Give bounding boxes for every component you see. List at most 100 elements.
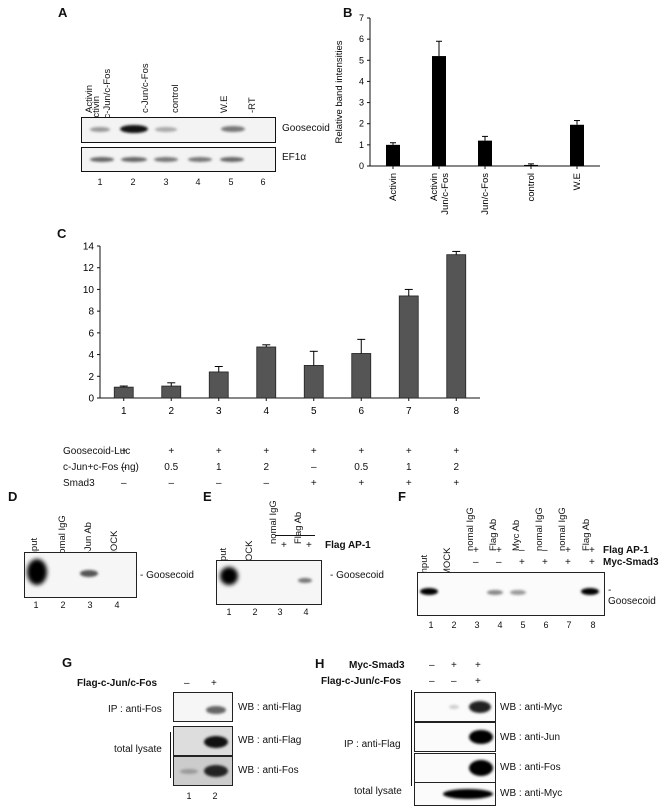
lane-number: 6 bbox=[543, 620, 549, 630]
treatment-cell: + bbox=[565, 557, 571, 568]
condition-cell: + bbox=[310, 478, 317, 489]
condition-cell: + bbox=[168, 446, 175, 457]
condition-cell: – bbox=[168, 478, 175, 489]
lane-number: 3 bbox=[277, 607, 283, 617]
band bbox=[27, 559, 47, 585]
condition-cell: – bbox=[120, 478, 127, 489]
band bbox=[221, 126, 245, 132]
wb-label: WB : anti-Fos bbox=[500, 762, 561, 773]
x-tick-label: 5 bbox=[311, 406, 317, 417]
condition-cell: – bbox=[120, 462, 127, 473]
lane-number: 5 bbox=[228, 177, 234, 187]
lysate-label: total lysate bbox=[354, 786, 402, 797]
ip-label: IP : anti-Fos bbox=[108, 704, 162, 715]
x-tick-label-line: Activin bbox=[388, 173, 399, 201]
wb-label: WB : anti-Flag bbox=[238, 702, 302, 713]
bar bbox=[446, 254, 467, 399]
bracket-line bbox=[275, 535, 315, 536]
band bbox=[120, 125, 148, 133]
band bbox=[206, 706, 226, 714]
band-label: - Goosecoid bbox=[330, 570, 384, 581]
row-label-flag-jun-fos: Flag-c-Jun/c-Fos bbox=[321, 676, 402, 687]
treatment-cell: – bbox=[496, 557, 502, 568]
condition-cell: + bbox=[453, 478, 460, 489]
lane-number: 6 bbox=[260, 177, 266, 187]
wb-label: WB : anti-Jun bbox=[500, 732, 561, 743]
condition-cell: 1 bbox=[215, 462, 222, 473]
gel-f bbox=[417, 572, 605, 616]
y-tick-label: 12 bbox=[83, 263, 95, 274]
blot-g-1 bbox=[173, 692, 233, 722]
lane-number: 4 bbox=[114, 600, 120, 610]
condition-cell: + bbox=[263, 446, 270, 457]
panel-label-d: D bbox=[8, 489, 18, 504]
lane-number: 1 bbox=[186, 791, 192, 801]
treatment-cell: + bbox=[565, 545, 571, 556]
wb-label: WB : anti-Fos bbox=[238, 765, 299, 776]
lane-number: 5 bbox=[520, 620, 526, 630]
condition-cell: 0.5 bbox=[164, 462, 179, 473]
lane-number: 4 bbox=[497, 620, 503, 630]
h-r2-2: – bbox=[451, 676, 457, 687]
treat-minus: – bbox=[184, 678, 190, 689]
lane-number: 1 bbox=[226, 607, 232, 617]
treatment-cell: – bbox=[519, 545, 525, 556]
gel-d bbox=[24, 552, 137, 598]
treatment-cell: + bbox=[589, 557, 595, 568]
lane-number: 7 bbox=[566, 620, 572, 630]
condition-cell: – bbox=[263, 478, 270, 489]
y-axis-label: Relative band intensities bbox=[334, 40, 345, 143]
x-tick-label-line: +c-Jun/c-Fos bbox=[440, 173, 451, 215]
y-tick-label: 0 bbox=[359, 161, 364, 171]
band bbox=[443, 789, 493, 799]
blot-g-2 bbox=[173, 726, 233, 756]
wb-label: WB : anti-Flag bbox=[238, 735, 302, 746]
row-label-myc-smad3: Myc-Smad3 bbox=[603, 557, 659, 568]
h-r1-2: + bbox=[451, 660, 457, 671]
lane-header-text: Activin +c-Jun/c-Fos bbox=[91, 68, 113, 124]
x-tick-label: 2 bbox=[168, 406, 174, 417]
band bbox=[155, 127, 177, 132]
y-tick-label: 10 bbox=[83, 285, 95, 296]
condition-cell: 0.5 bbox=[354, 462, 369, 473]
band bbox=[90, 127, 110, 132]
lysate-label: total lysate bbox=[114, 744, 162, 755]
bar bbox=[113, 386, 134, 399]
h-r1-1: – bbox=[429, 660, 435, 671]
condition-label-smad3: Smad3 bbox=[63, 478, 95, 489]
bar bbox=[161, 385, 182, 399]
lane-number: 2 bbox=[252, 607, 258, 617]
row-label-flag-ap1: Flag AP-1 bbox=[603, 545, 649, 556]
lane-number: 3 bbox=[163, 177, 169, 187]
panel-label-e: E bbox=[203, 489, 212, 504]
condition-cell: 2 bbox=[453, 462, 460, 473]
bar bbox=[208, 371, 229, 399]
blot-h-3 bbox=[414, 753, 496, 783]
condition-label-goosecoid-luc: Goosecoid-Luc bbox=[63, 446, 131, 457]
treatment-cell: + bbox=[519, 557, 525, 568]
band-label: - Goosecoid bbox=[140, 570, 194, 581]
bar bbox=[398, 295, 419, 399]
ip-label: IP : anti-Flag bbox=[344, 739, 401, 750]
lane-number: 2 bbox=[451, 620, 457, 630]
condition-cell: + bbox=[310, 446, 317, 457]
band bbox=[180, 769, 198, 774]
blot-h-1 bbox=[414, 692, 496, 722]
band bbox=[510, 590, 526, 595]
panel-label-a: A bbox=[58, 5, 68, 20]
treat-label: Flag-c-Jun/c-Fos bbox=[77, 678, 158, 689]
y-tick-label: 5 bbox=[359, 55, 364, 65]
panel-label-f: F bbox=[398, 489, 406, 504]
condition-cell: – bbox=[310, 462, 317, 473]
lane-header-activin-jun-fos: Activin +c-Jun/c-Fos bbox=[91, 69, 113, 124]
condition-cell: + bbox=[405, 478, 412, 489]
band bbox=[220, 567, 238, 585]
condition-cell: 2 bbox=[263, 462, 270, 473]
x-tick-label: 3 bbox=[216, 406, 222, 417]
panel-label-g: G bbox=[62, 655, 73, 670]
x-tick-label: 6 bbox=[358, 406, 364, 417]
lane-header-rt: -RT bbox=[247, 97, 258, 113]
wb-label: WB : anti-Myc bbox=[500, 788, 563, 799]
treatment-cell: + bbox=[589, 545, 595, 556]
x-tick-label-line: Activin bbox=[429, 173, 440, 201]
